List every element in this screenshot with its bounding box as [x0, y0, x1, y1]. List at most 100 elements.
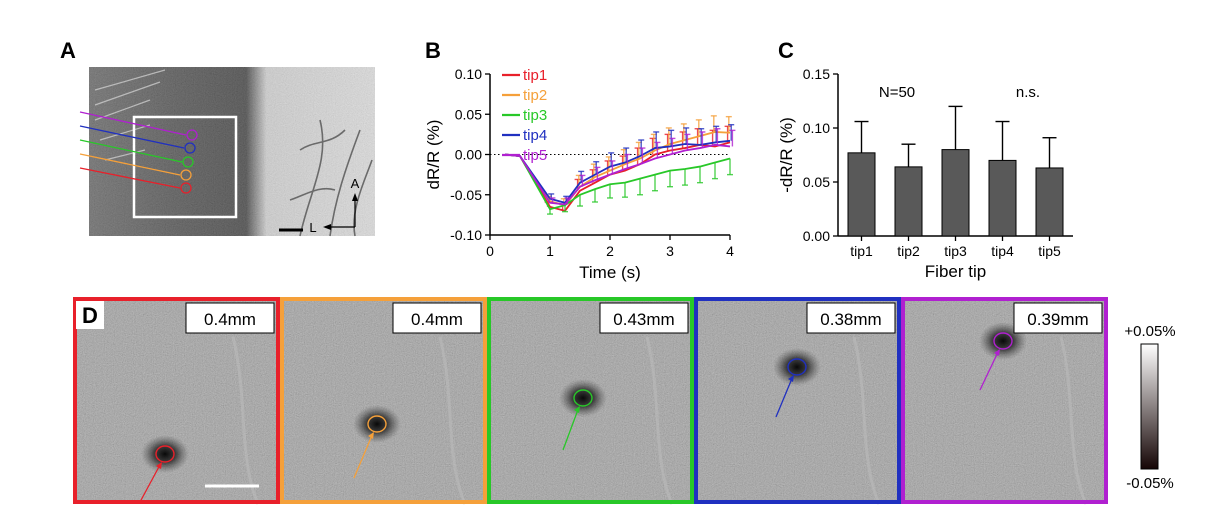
bar-tip5 — [1035, 167, 1064, 237]
y-tick-label: 0.00 — [803, 228, 830, 244]
depth-label-box-5 — [1013, 302, 1103, 334]
vessel-artifact — [438, 336, 467, 505]
activation-spot-4 — [773, 348, 821, 386]
depth-label-2: 0.4mm — [411, 310, 463, 329]
compass-lateral-label: L — [309, 220, 316, 235]
panel-a-photo: A L — [79, 67, 375, 237]
x-tick-label: 0 — [486, 243, 494, 259]
depth-label-box-4 — [806, 302, 896, 334]
bar-tip4 — [988, 159, 1017, 237]
y-tick-label: -0.10 — [450, 227, 482, 243]
series-line-tip3 — [504, 153, 731, 211]
depth-label-5: 0.39mm — [1027, 310, 1088, 329]
y-tick-label: 0.05 — [455, 106, 482, 122]
tip-arrow-2 — [79, 125, 185, 149]
depth-label-1: 0.4mm — [204, 310, 256, 329]
y-tick-label: 0.15 — [803, 66, 830, 82]
panel-c-letter: C — [778, 38, 794, 63]
y-axis-label: -dR/R (%) — [777, 117, 796, 193]
legend-label-tip2: tip2 — [523, 87, 547, 104]
image-border-2 — [280, 297, 487, 504]
arrow-shaft-2 — [353, 432, 374, 479]
n-annotation: N=50 — [879, 84, 915, 101]
tip-outline-1 — [186, 129, 198, 141]
y-tick-label: 0.10 — [803, 120, 830, 136]
panel-d-letter-box — [76, 301, 104, 329]
x-tick-label: 1 — [546, 243, 554, 259]
depth-label-box-3 — [599, 302, 689, 334]
y-tick-label: 0.10 — [455, 66, 482, 82]
tip-outline-3 — [182, 156, 194, 168]
series-line-tip5 — [504, 143, 731, 206]
arrow-head-icon — [156, 462, 162, 469]
image-border-5 — [901, 297, 1108, 504]
activation-outline-3 — [573, 389, 593, 407]
panel-b-letter: B — [425, 38, 441, 63]
tip-outline-2 — [184, 142, 196, 154]
image-border-4 — [694, 297, 901, 504]
compass-anterior-label: A — [351, 176, 360, 191]
arrow-head-icon — [574, 406, 580, 413]
arrow-head-icon — [368, 432, 374, 439]
vessel-artifact — [645, 336, 674, 505]
arrow-shaft-1 — [139, 462, 162, 503]
activation-outline-4 — [787, 358, 807, 376]
depth-label-4: 0.38mm — [820, 310, 881, 329]
panel-c-bar-chart: N=50 n.s. 0.00 0.05 0.10 0.15 tip1 tip2 tip3 ti… — [777, 66, 1073, 281]
ns-annotation: n.s. — [1016, 84, 1040, 101]
y-tick-label: -0.05 — [450, 187, 482, 203]
tip-arrow-3 — [79, 139, 183, 163]
x-tick-label: tip4 — [991, 243, 1014, 259]
depth-label-3: 0.43mm — [613, 310, 674, 329]
colorbar-max-label: +0.05% — [1124, 323, 1175, 340]
x-tick-label: tip2 — [897, 243, 920, 259]
blood-vessels — [289, 119, 373, 237]
arrow-shaft-5 — [979, 349, 1000, 391]
series-line-tip4 — [504, 139, 731, 204]
colorbar: +0.05% -0.05% — [1124, 323, 1175, 492]
panel-d-letter: D — [82, 303, 98, 328]
activation-outline-2 — [367, 415, 387, 433]
activation-spot-2 — [353, 405, 401, 443]
tip-arrow-5 — [79, 167, 181, 189]
tip-arrow-1 — [79, 111, 187, 136]
colorbar-min-label: -0.05% — [1126, 475, 1174, 492]
x-tick-label: tip3 — [944, 243, 967, 259]
activation-spot-1 — [141, 435, 189, 473]
tip-arrow-4 — [79, 153, 181, 176]
tip-markers — [79, 111, 198, 194]
compass-arrow-up-icon — [352, 193, 358, 201]
depth-label-box-2 — [392, 302, 482, 334]
compass-arrow-left-icon — [323, 224, 331, 230]
colorbar-gradient — [1140, 343, 1159, 470]
activation-spot-3 — [559, 379, 607, 417]
vessel-artifact — [1059, 336, 1088, 505]
x-tick-label: tip1 — [850, 243, 873, 259]
bar-tip3 — [941, 149, 970, 237]
region-box — [132, 115, 238, 219]
y-tick-label: 0.05 — [803, 174, 830, 190]
bar-tip2 — [894, 166, 923, 237]
image-border-3 — [487, 297, 694, 504]
x-tick-label: 3 — [666, 243, 674, 259]
x-axis-label: Time (s) — [579, 263, 641, 282]
y-tick-label: 0.00 — [455, 147, 482, 163]
arrow-shaft-3 — [562, 406, 580, 451]
arrow-head-icon — [788, 375, 794, 382]
tip-outline-4 — [180, 169, 192, 181]
x-tick-label: tip5 — [1038, 243, 1061, 259]
legend-label-tip5: tip5 — [523, 147, 547, 164]
legend-label-tip3: tip3 — [523, 107, 547, 124]
x-tick-label: 4 — [726, 243, 734, 259]
panel-d-images: 0.4mm 0.4mm 0.43mm 0.38mm 0.39mm — [73, 297, 1108, 505]
vessel-artifact — [852, 336, 881, 505]
activation-outline-1 — [155, 445, 175, 463]
y-axis-label: dR/R (%) — [424, 120, 443, 190]
arrow-shaft-4 — [775, 375, 794, 418]
panel-b-line-chart: -0.10 -0.05 0.00 0.05 0.10 0 1 2 3 4 Time (s) dR/R … — [424, 66, 736, 282]
x-axis-label: Fiber tip — [925, 262, 986, 281]
depth-label-box-1 — [185, 302, 275, 334]
panel-a-letter: A — [60, 38, 76, 63]
